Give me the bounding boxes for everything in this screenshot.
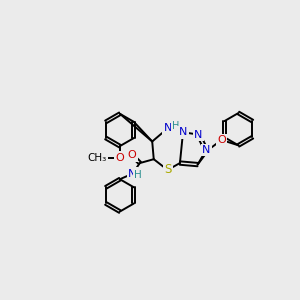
Text: H: H bbox=[172, 121, 180, 131]
Text: O: O bbox=[128, 150, 136, 160]
Text: S: S bbox=[164, 164, 171, 176]
Text: H: H bbox=[134, 170, 142, 180]
Text: N: N bbox=[128, 169, 136, 179]
Text: O: O bbox=[116, 153, 124, 163]
Text: CH₃: CH₃ bbox=[88, 153, 107, 163]
Text: N: N bbox=[202, 145, 210, 155]
Text: N: N bbox=[179, 127, 187, 137]
Text: N: N bbox=[164, 123, 172, 134]
Text: O: O bbox=[217, 135, 226, 145]
Text: N: N bbox=[194, 130, 202, 140]
